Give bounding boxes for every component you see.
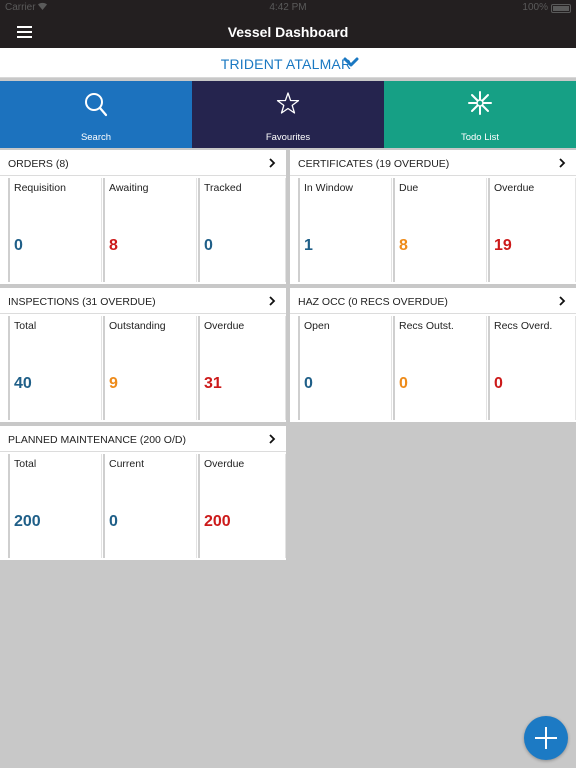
- orders-tracked-cell[interactable]: Tracked 0: [198, 178, 286, 282]
- inspections-card: INSPECTIONS (31 OVERDUE) Total 40 Outsta…: [0, 288, 286, 422]
- planned-maintenance-card-header[interactable]: PLANNED MAINTENANCE (200 O/D): [0, 426, 286, 452]
- snowflake-icon: [468, 91, 492, 115]
- battery-icon: [551, 4, 571, 13]
- page-title: Vessel Dashboard: [227, 24, 349, 40]
- chevron-down-icon: [343, 57, 359, 67]
- tab-todo-list[interactable]: Todo List: [384, 81, 576, 148]
- planned-maintenance-card-title: PLANNED MAINTENANCE (200 O/D): [8, 434, 186, 446]
- tab-favourites[interactable]: Favourites: [192, 81, 384, 148]
- cell-label: Tracked: [204, 182, 242, 194]
- tab-favourites-label: Favourites: [265, 132, 311, 143]
- orders-card-title: ORDERS (8): [8, 158, 69, 170]
- orders-card-header[interactable]: ORDERS (8): [0, 150, 286, 176]
- cell-value: 0: [304, 375, 313, 392]
- chevron-right-icon: [559, 296, 566, 306]
- add-button[interactable]: [524, 716, 568, 760]
- cell-label: Current: [109, 458, 145, 470]
- vessel-selector[interactable]: TRIDENT ATALMAR: [0, 48, 576, 78]
- cell-label: Requisition: [14, 182, 66, 194]
- inspections-card-title: INSPECTIONS (31 OVERDUE): [8, 296, 156, 308]
- cell-value: 40: [14, 375, 32, 392]
- haz-occ-open-cell[interactable]: Open 0: [298, 316, 392, 420]
- inspections-outstanding-cell[interactable]: Outstanding 9: [103, 316, 197, 420]
- cell-value: 0: [494, 375, 503, 392]
- cell-label: Due: [399, 182, 419, 194]
- haz-occ-card: HAZ OCC (0 RECS OVERDUE) Open 0 Recs Out…: [290, 288, 576, 422]
- certificates-in-window-cell[interactable]: In Window 1: [298, 178, 392, 282]
- cell-value: 8: [399, 237, 408, 254]
- wifi-icon: [38, 2, 47, 10]
- chevron-right-icon: [269, 434, 276, 444]
- inspections-total-cell[interactable]: Total 40: [8, 316, 102, 420]
- planned-maintenance-total-cell[interactable]: Total 200: [8, 454, 102, 558]
- cell-value: 1: [304, 237, 313, 254]
- cell-value: 0: [399, 375, 408, 392]
- haz-occ-card-title: HAZ OCC (0 RECS OVERDUE): [298, 296, 448, 308]
- orders-requisition-cell[interactable]: Requisition 0: [8, 178, 102, 282]
- cell-label: Overdue: [494, 182, 535, 194]
- planned-maintenance-card: PLANNED MAINTENANCE (200 O/D) Total 200 …: [0, 426, 286, 560]
- hamburger-menu-icon[interactable]: [17, 26, 32, 38]
- cell-label: Open: [304, 320, 330, 332]
- chevron-right-icon: [269, 158, 276, 168]
- certificates-due-cell[interactable]: Due 8: [393, 178, 487, 282]
- cell-label: Recs Overd.: [494, 320, 553, 332]
- status-bar: Carrier 4:42 PM 100%: [0, 0, 576, 16]
- haz-occ-recs-outstanding-cell[interactable]: Recs Outst. 0: [393, 316, 487, 420]
- vessel-name: TRIDENT ATALMAR: [220, 56, 352, 72]
- chevron-right-icon: [559, 158, 566, 168]
- battery-percent: 100%: [522, 2, 548, 13]
- cell-value: 19: [494, 237, 512, 254]
- certificates-card: CERTIFICATES (19 OVERDUE) In Window 1 Du…: [290, 150, 576, 284]
- certificates-card-header[interactable]: CERTIFICATES (19 OVERDUE): [290, 150, 576, 176]
- cell-label: Total: [14, 320, 37, 332]
- cell-value: 9: [109, 375, 118, 392]
- carrier-label: Carrier: [5, 2, 36, 13]
- cell-label: Overdue: [204, 320, 245, 332]
- quick-action-tabs: Search Favourites Todo List: [0, 81, 576, 148]
- search-icon: [85, 93, 108, 117]
- planned-maintenance-overdue-cell[interactable]: Overdue 200: [198, 454, 286, 558]
- orders-card: ORDERS (8) Requisition 0 Awaiting 8 Trac…: [0, 150, 286, 284]
- inspections-overdue-cell[interactable]: Overdue 31: [198, 316, 286, 420]
- cell-value: 200: [14, 513, 41, 530]
- tab-search[interactable]: Search: [0, 81, 192, 148]
- cell-label: Total: [14, 458, 37, 470]
- cell-value: 0: [14, 237, 23, 254]
- orders-awaiting-cell[interactable]: Awaiting 8: [103, 178, 197, 282]
- cell-label: Recs Outst.: [399, 320, 454, 332]
- certificates-overdue-cell[interactable]: Overdue 19: [488, 178, 576, 282]
- cell-value: 0: [204, 237, 213, 254]
- star-icon: [276, 92, 300, 114]
- haz-occ-card-header[interactable]: HAZ OCC (0 RECS OVERDUE): [290, 288, 576, 314]
- cell-label: Outstanding: [109, 320, 166, 332]
- cell-label: In Window: [304, 182, 354, 194]
- cell-value: 0: [109, 513, 118, 530]
- cell-value: 8: [109, 237, 118, 254]
- cell-label: Awaiting: [109, 182, 149, 194]
- cell-value: 31: [204, 375, 222, 392]
- nav-bar: Vessel Dashboard: [0, 16, 576, 48]
- tab-todo-list-label: Todo List: [460, 132, 500, 143]
- cell-value: 200: [204, 513, 231, 530]
- tab-search-label: Search: [80, 132, 112, 143]
- clock: 4:42 PM: [269, 2, 307, 13]
- cell-label: Overdue: [204, 458, 245, 470]
- plus-icon-vertical: [545, 727, 547, 749]
- certificates-card-title: CERTIFICATES (19 OVERDUE): [298, 158, 450, 170]
- inspections-card-header[interactable]: INSPECTIONS (31 OVERDUE): [0, 288, 286, 314]
- chevron-right-icon: [269, 296, 276, 306]
- haz-occ-recs-overdue-cell[interactable]: Recs Overd. 0: [488, 316, 576, 420]
- planned-maintenance-current-cell[interactable]: Current 0: [103, 454, 197, 558]
